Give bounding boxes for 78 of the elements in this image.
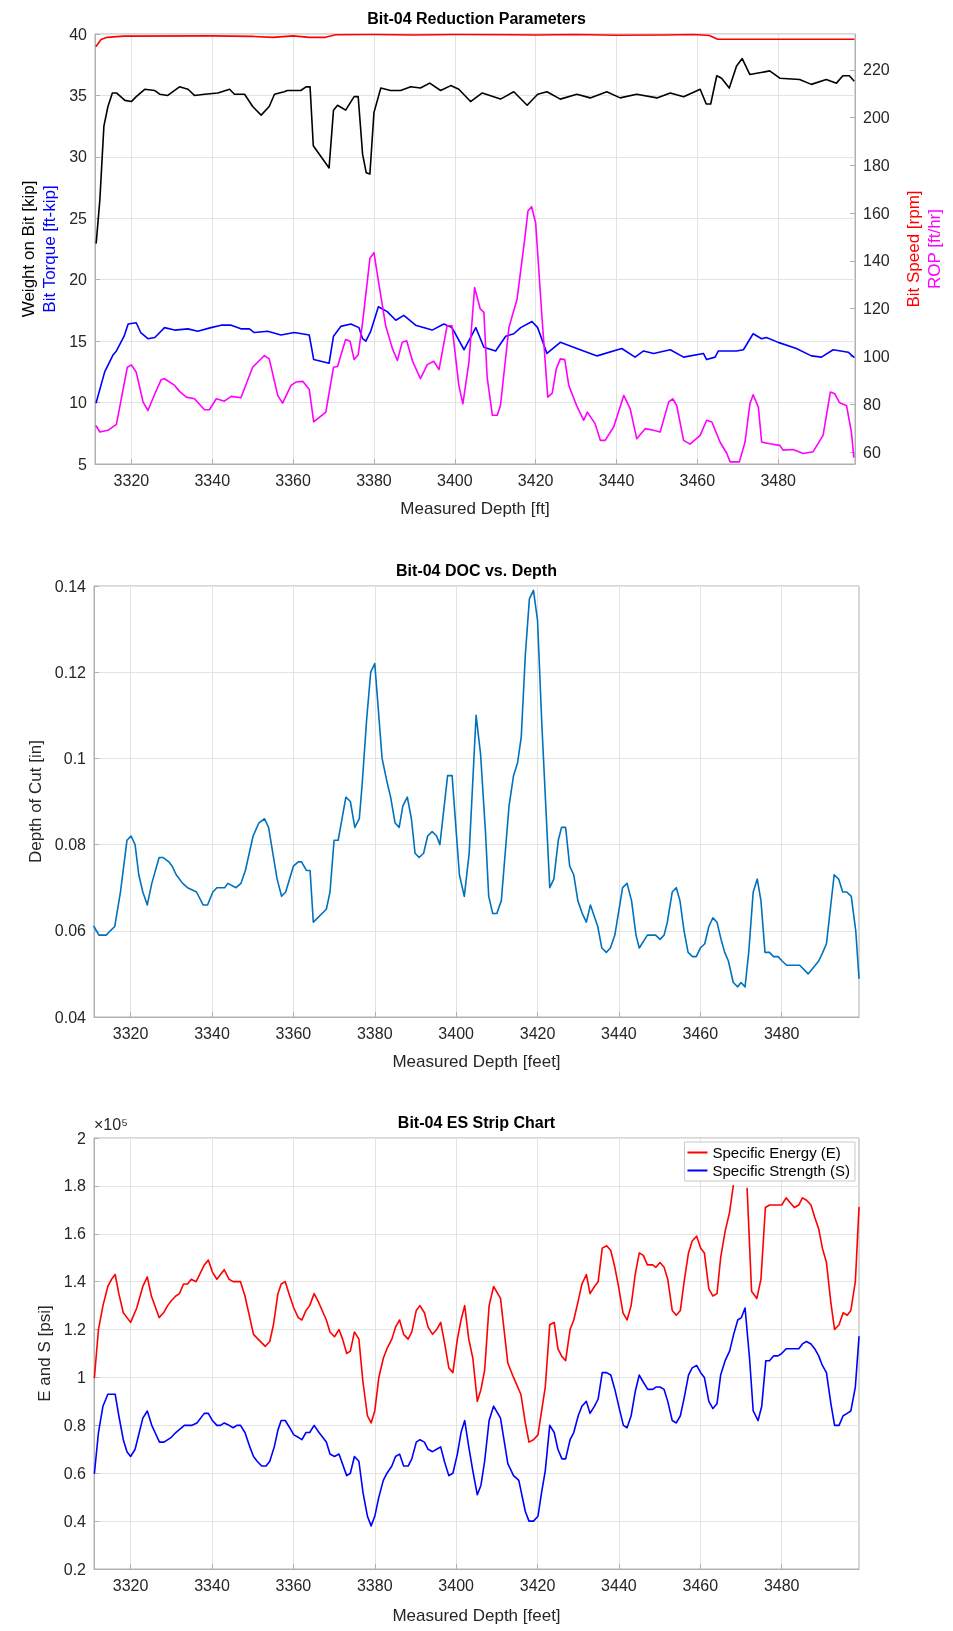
x-axis-title: Measured Depth [feet] <box>392 1606 561 1625</box>
x-tick-label: 3440 <box>601 1024 637 1042</box>
chart-title: Bit-04 DOC vs. Depth <box>396 561 557 579</box>
x-tick-label: 3440 <box>598 471 635 489</box>
text: ×10⁵ <box>94 1115 128 1133</box>
x-tick-label: 3440 <box>601 1576 637 1594</box>
y2-tick-label: 180 <box>863 156 890 174</box>
x-tick-label: 3420 <box>519 1024 556 1042</box>
y-tick-label: 25 <box>69 209 88 227</box>
x-tick-label: 3360 <box>275 1576 312 1594</box>
y-tick-label: 0.4 <box>63 1512 87 1530</box>
y2-tick-label: 160 <box>863 204 890 222</box>
y-tick-label: 1.8 <box>63 1177 87 1195</box>
y-tick-label: 10 <box>69 394 88 412</box>
x-tick-label: 3320 <box>112 1024 149 1042</box>
x-tick-label: 3400 <box>436 471 473 489</box>
y-tick-label: 0.12 <box>54 663 87 681</box>
x-tick-label: 3380 <box>356 1576 393 1594</box>
y-tick-label: 5 <box>78 455 88 473</box>
x-tick-label: 3420 <box>517 471 554 489</box>
y-axis-title: E and S [psi] <box>34 1305 54 1402</box>
y-tick-label: 20 <box>69 271 88 289</box>
x-tick-label: 3480 <box>763 1576 800 1594</box>
line-series <box>95 305 855 404</box>
y-tick-label: 40 <box>69 25 88 43</box>
y2-axis-title: Bit Speed [rpm] ROP [ft/hr] <box>904 190 944 308</box>
line-series <box>93 589 860 988</box>
y-tick-label: 35 <box>69 86 88 104</box>
y-tick-label: 1.4 <box>63 1273 87 1291</box>
x-tick-label: 3320 <box>113 471 150 489</box>
y2-tick-label: 140 <box>863 252 890 270</box>
y-tick-label: 0.14 <box>54 577 87 595</box>
y-tick-label: 0.1 <box>63 749 87 767</box>
y-tick-label: 0.04 <box>54 1008 87 1026</box>
y-tick-label: 0.8 <box>63 1416 87 1434</box>
x-tick-label: 3360 <box>275 1024 312 1042</box>
x-tick-label: 3460 <box>682 1576 719 1594</box>
y-axis-title: Depth of Cut [in] <box>25 740 45 863</box>
x-tick-label: 3380 <box>356 471 392 489</box>
y-tick-label: 15 <box>69 332 88 350</box>
y-tick-label: 2 <box>77 1129 87 1147</box>
chart-title: Bit-04 Reduction Parameters <box>367 9 586 27</box>
y2-tick-label: 60 <box>863 443 881 461</box>
x-axis-title: Measured Depth [feet] <box>392 1052 561 1071</box>
y2-tick-label: 100 <box>863 348 890 365</box>
x-tick-label: 3340 <box>194 1576 230 1594</box>
y-tick-label: 30 <box>69 148 88 166</box>
x-tick-label: 3480 <box>760 471 797 489</box>
legend-label: Specific Energy (E) <box>712 1144 841 1161</box>
x-tick-label: 3460 <box>682 1024 719 1042</box>
x-tick-label: 3380 <box>356 1024 393 1042</box>
x-tick-label: 3340 <box>194 471 231 489</box>
x-tick-label: 3360 <box>275 471 311 489</box>
y2-tick-label: 220 <box>863 61 890 79</box>
y-tick-label: 1 <box>77 1368 87 1386</box>
y-tick-label: 0.6 <box>63 1464 87 1482</box>
x-tick-label: 3400 <box>438 1024 475 1042</box>
y-axis-title: Weight on Bit [kip] Bit Torque [ft-kip] <box>19 180 60 318</box>
line-series <box>95 33 855 47</box>
x-tick-label: 3400 <box>438 1576 475 1594</box>
x-tick-label: 3420 <box>519 1576 556 1594</box>
x-tick-label: 3320 <box>112 1576 149 1594</box>
x-tick-label: 3480 <box>763 1024 800 1042</box>
y-tick-label: 0.08 <box>54 836 87 854</box>
line-series <box>93 1307 860 1527</box>
y-tick-label: 0.2 <box>63 1560 87 1578</box>
y-tick-label: 1.6 <box>63 1225 87 1243</box>
y2-tick-label: 120 <box>863 300 890 318</box>
y2-tick-label: 200 <box>863 109 890 127</box>
x-tick-label: 3340 <box>194 1024 230 1042</box>
y-tick-label: 1.2 <box>63 1321 87 1339</box>
x-tick-label: 3460 <box>679 471 716 489</box>
y-tick-label: 0.06 <box>54 922 87 940</box>
legend-label: Specific Strength (S) <box>712 1162 851 1179</box>
chart-title: Bit-04 ES Strip Chart <box>397 1113 556 1131</box>
line-series <box>95 57 855 244</box>
x-axis-title: Measured Depth [ft] <box>400 499 550 518</box>
y2-tick-label: 80 <box>863 395 881 413</box>
